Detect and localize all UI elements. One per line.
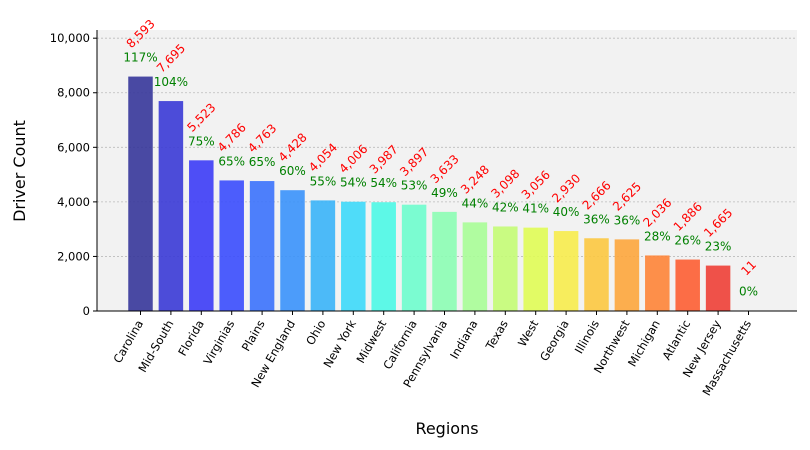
percent-label: 65% (218, 154, 245, 168)
x-tick-label: Plains (239, 317, 268, 353)
bar[interactable] (189, 160, 214, 311)
bar[interactable] (705, 265, 731, 311)
percent-label: 54% (340, 176, 367, 190)
x-tick-label: West (515, 317, 542, 349)
percent-label: 75% (188, 134, 215, 148)
percent-label: 55% (310, 174, 337, 188)
bar[interactable] (280, 190, 305, 311)
percent-label: 28% (644, 229, 671, 243)
y-tick-label: 10,000 (50, 31, 90, 45)
percent-label: 60% (279, 164, 306, 178)
bar[interactable] (614, 239, 640, 311)
bar[interactable] (675, 259, 700, 311)
bar[interactable] (401, 204, 427, 311)
bar[interactable] (341, 201, 366, 311)
y-tick-label: 8,000 (57, 86, 90, 100)
percent-label: 36% (583, 212, 610, 226)
x-tick-label: Georgia (537, 318, 572, 364)
bar[interactable] (158, 101, 184, 311)
bar[interactable] (371, 202, 396, 311)
percent-label: 49% (431, 186, 458, 200)
percent-label: 26% (674, 234, 701, 248)
x-axis-label: Regions (415, 419, 478, 438)
bar[interactable] (219, 180, 244, 311)
bar[interactable] (432, 211, 457, 311)
percent-label: 41% (522, 202, 549, 216)
percent-label: 36% (614, 213, 641, 227)
y-axis-label: Driver Count (10, 120, 29, 222)
bar[interactable] (249, 181, 275, 311)
bar[interactable] (310, 200, 336, 311)
y-tick-label: 0 (83, 304, 90, 318)
y-tick-label: 4,000 (57, 195, 90, 209)
percent-label: 40% (553, 205, 580, 219)
x-tick-label: Texas (482, 318, 511, 353)
y-tick-label: 6,000 (57, 140, 90, 154)
x-tick-label: Ohio (303, 318, 328, 348)
bar[interactable] (584, 238, 609, 311)
bars (128, 76, 761, 311)
percent-label: 104% (154, 75, 188, 89)
bar[interactable] (523, 227, 548, 311)
bar[interactable] (128, 76, 153, 311)
percent-label: 53% (401, 179, 428, 193)
percent-label: 0% (739, 285, 758, 299)
y-ticks: 0 2,000 4,000 6,000 8,000 10,000 (50, 31, 97, 318)
x-tick-label: Florida (175, 318, 207, 359)
bar[interactable] (462, 222, 488, 311)
x-tick-label: Atlantic (659, 318, 693, 363)
percent-label: 54% (370, 176, 397, 190)
bar[interactable] (493, 226, 518, 311)
bar[interactable] (645, 255, 670, 311)
x-tick-label: Illinois (572, 318, 602, 357)
percent-label: 42% (492, 200, 519, 214)
percent-label: 23% (705, 240, 732, 254)
percent-label: 117% (123, 51, 157, 65)
bar[interactable] (553, 231, 579, 311)
y-tick-label: 2,000 (57, 249, 90, 263)
x-tick-label: Indiana (447, 318, 480, 362)
percent-label: 44% (462, 196, 489, 210)
percent-label: 65% (249, 155, 276, 169)
